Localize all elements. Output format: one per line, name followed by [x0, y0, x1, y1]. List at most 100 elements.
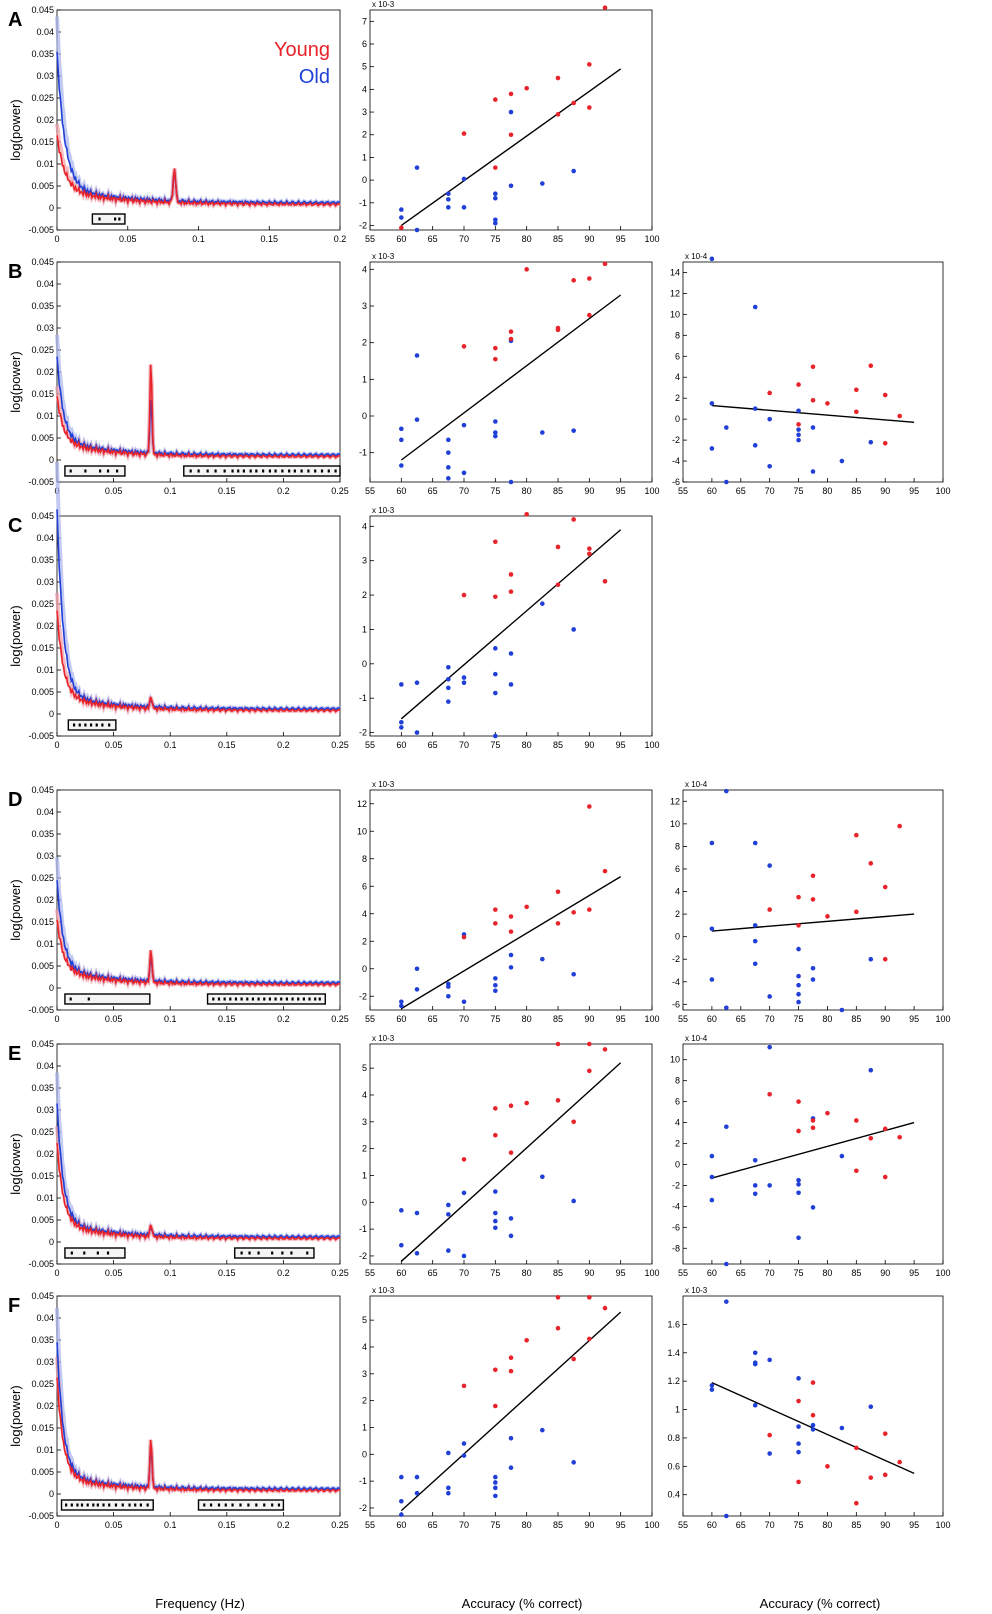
old-point [446, 1485, 451, 1491]
y-tick-label: 0 [675, 932, 680, 942]
young-point [524, 267, 529, 272]
x-tick-label: 55 [365, 234, 375, 244]
old-spectrum-line [56, 51, 341, 206]
old-point [446, 1248, 451, 1253]
significance-box [91, 213, 126, 225]
young-point [602, 1305, 608, 1311]
significance-mark [72, 723, 76, 727]
y-tick-label: 4 [675, 372, 680, 382]
y-tick-label: 12 [357, 799, 367, 809]
old-point [446, 984, 451, 989]
young-spectrum-line [56, 135, 341, 208]
old-point [796, 982, 801, 988]
plots-layer: A-0.00500.0050.010.0150.020.0250.030.035… [8, 0, 951, 1530]
young-point [493, 345, 498, 351]
y-tick-label: 0.03 [36, 1357, 54, 1367]
old-point [796, 1182, 801, 1187]
old-point [493, 1480, 498, 1485]
y-tick-label: 5 [362, 62, 367, 72]
y-tick-label: 0.035 [31, 829, 54, 839]
x-tick-label: 95 [909, 1268, 919, 1278]
significance-mark [212, 997, 215, 1001]
old-point [839, 1007, 845, 1013]
old-point [446, 699, 451, 704]
significance-mark [281, 469, 284, 473]
old-point [796, 1424, 801, 1429]
y-tick-label: 6 [675, 864, 680, 874]
significance-mark [80, 1503, 84, 1507]
y-tick-label: -2 [672, 1180, 680, 1190]
x-tick-label: 0 [54, 1520, 59, 1530]
y-tick-label: 1 [362, 1422, 367, 1432]
panel-D-scatter-1: x 10-3 -2 0 2 4 6 8 10 12 55 60 65 70 75 80 85 90 95 100 [357, 780, 660, 1024]
young-point [555, 1098, 561, 1103]
x-tick-label: 60 [396, 1014, 406, 1024]
young-point [854, 387, 859, 393]
legend: Young Old [274, 39, 330, 88]
young-point [897, 823, 902, 829]
x-tick-label: 0.15 [218, 740, 236, 750]
panel-label-A: A [8, 9, 22, 31]
young-point [508, 914, 514, 919]
young-spectrum-line [56, 610, 340, 714]
y-tick-label: 1.6 [667, 1319, 680, 1329]
young-point [882, 440, 888, 446]
significance-mark [263, 997, 266, 1001]
old-point [399, 1498, 404, 1504]
significance-mark [134, 1503, 137, 1507]
y-tick-label: 0 [675, 414, 680, 424]
young-point [825, 914, 830, 919]
significance-mark [271, 1503, 274, 1507]
old-point [446, 1202, 451, 1208]
y-tick-label: 0.03 [36, 71, 54, 81]
old-point [540, 1174, 545, 1180]
y-tick-label: 6 [675, 351, 680, 361]
significance-mark [99, 469, 102, 473]
old-point [508, 1233, 514, 1239]
young-point [524, 1100, 529, 1106]
x-tick-label: 75 [490, 486, 500, 496]
young-point [897, 1134, 902, 1140]
significance-mark [114, 1503, 118, 1507]
significance-mark [121, 1503, 124, 1507]
significance-mark [87, 997, 90, 1001]
old-point [493, 191, 498, 197]
significance-mark [106, 1251, 110, 1255]
x-tick-label: 60 [707, 1520, 717, 1530]
significance-mark [83, 1251, 86, 1255]
young-point [767, 907, 772, 912]
young-point [796, 894, 801, 900]
y-tick-label: 0.005 [31, 1467, 54, 1477]
significance-box [64, 465, 126, 477]
y-tick-label: 4 [675, 887, 680, 897]
y-tick-label: 0.01 [36, 411, 54, 421]
x-tick-label: 0.2 [334, 234, 347, 244]
x-tick-label: 0.1 [164, 486, 177, 496]
scatter-axes-box [682, 1295, 944, 1517]
x-tick-label: 65 [428, 1520, 438, 1530]
x-tick-label: 0.1 [164, 1520, 177, 1530]
old-point [810, 469, 816, 474]
y-tick-label: 0.045 [31, 5, 54, 15]
x-tick-label: 75 [794, 1014, 804, 1024]
young-point [810, 873, 816, 879]
y-exponent-label: x 10-3 [372, 1286, 395, 1295]
old-point [446, 191, 451, 197]
significance-mark [206, 469, 209, 473]
old-point [493, 1189, 498, 1194]
old-point [493, 646, 498, 651]
old-point [461, 999, 467, 1005]
significance-mark [65, 1503, 68, 1507]
old-point [796, 991, 801, 997]
x-tick-label: 75 [794, 486, 804, 496]
y-tick-label: -1 [359, 1224, 367, 1234]
young-point [571, 1119, 576, 1125]
x-tick-label: 85 [553, 486, 563, 496]
y-tick-label: -0.005 [28, 731, 54, 741]
old-point [493, 419, 498, 424]
young-point [587, 276, 592, 281]
x-tick-label: 75 [794, 1520, 804, 1530]
y-label-spectrum: log(power) [8, 1385, 23, 1446]
y-tick-label: 0.04 [36, 279, 54, 289]
panel-A-spectrum: -0.00500.0050.010.0150.020.0250.030.0350… [8, 5, 346, 244]
